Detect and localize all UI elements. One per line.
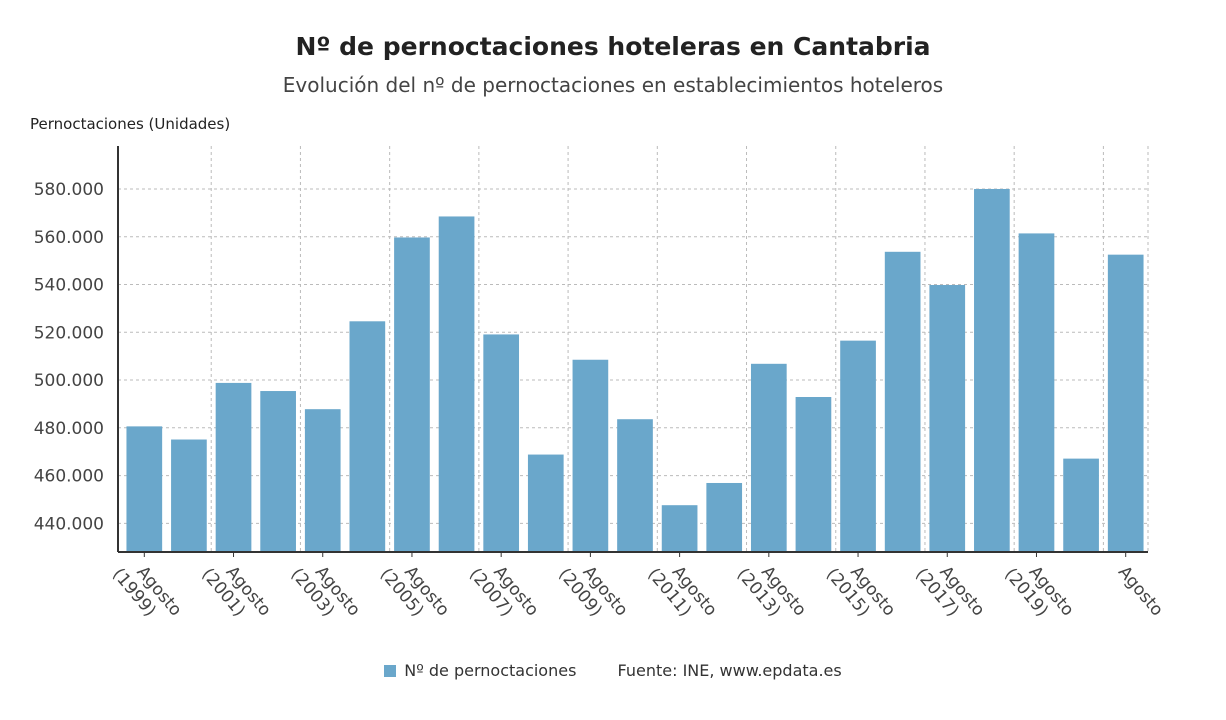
y-tick-label: 500.000 <box>34 371 104 391</box>
bar <box>661 505 698 552</box>
bar <box>840 340 876 552</box>
bar <box>706 482 743 552</box>
y-tick-label: 580.000 <box>34 180 104 200</box>
legend: Nº de pernoctaciones Fuente: INE, www.ep… <box>0 661 1226 680</box>
bar <box>527 454 564 552</box>
x-tick-label: Agosto(2003) <box>287 552 364 633</box>
bar <box>438 216 475 552</box>
bar <box>1018 233 1055 552</box>
x-tick-label: Agosto(2009) <box>554 552 631 633</box>
bar <box>394 237 430 552</box>
legend-swatch <box>384 665 397 677</box>
bar <box>795 397 832 552</box>
x-tick-label: Agosto(2017) <box>911 552 988 633</box>
bar <box>349 321 386 552</box>
x-tick-label: Agosto(2001) <box>197 552 274 633</box>
bar <box>483 334 520 552</box>
x-tick-label: Agosto(1999) <box>108 552 185 633</box>
y-tick-label: 520.000 <box>34 323 104 343</box>
x-tick-label: Agosto <box>1114 562 1167 620</box>
bar <box>1107 254 1144 552</box>
legend-label: Nº de pernoctaciones <box>404 661 577 680</box>
bar <box>617 419 653 552</box>
bar <box>260 391 296 552</box>
bar <box>171 439 207 552</box>
x-tick-label: Agosto(2007) <box>465 552 542 633</box>
y-tick-label: 460.000 <box>34 467 104 487</box>
bar <box>974 188 1010 553</box>
x-tick-label: Agosto(2013) <box>733 552 810 633</box>
x-tick-label: Agosto(2019) <box>1000 552 1077 633</box>
y-tick-label: 560.000 <box>34 228 104 248</box>
bar <box>215 382 252 552</box>
y-tick-label: 480.000 <box>34 419 104 439</box>
bar <box>1063 458 1099 552</box>
chart-title: Nº de pernoctaciones hoteleras en Cantab… <box>295 32 931 61</box>
x-tick-label: Agosto(2011) <box>643 552 720 633</box>
y-tick-label: 440.000 <box>34 514 104 534</box>
x-tick-label: Agosto(2015) <box>822 552 899 633</box>
source-note: Fuente: INE, www.epdata.es <box>617 661 842 680</box>
y-axis-label: Pernoctaciones (Unidades) <box>30 115 231 133</box>
chart-subtitle: Evolución del nº de pernoctaciones en es… <box>282 73 944 97</box>
y-tick-label: 540.000 <box>34 276 104 296</box>
bar <box>126 426 163 552</box>
x-tick-label: Agosto(2005) <box>376 552 453 633</box>
bar <box>884 251 921 552</box>
bar <box>750 363 787 552</box>
bar <box>929 284 966 552</box>
bar <box>572 359 609 552</box>
bar <box>304 409 341 552</box>
